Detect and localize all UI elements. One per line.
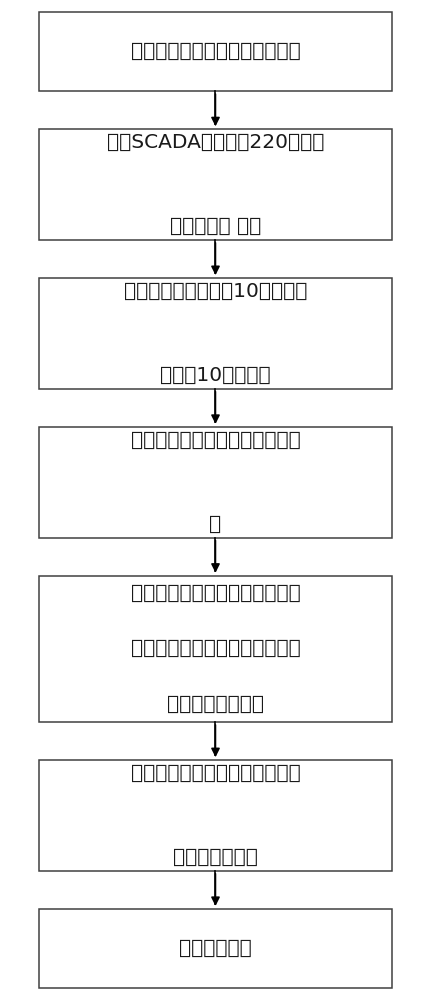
Text: 选择需要合环的两条10千伏线路: 选择需要合环的两条10千伏线路 <box>123 282 307 301</box>
Bar <box>39 909 391 988</box>
Bar <box>39 278 391 389</box>
Text: 合环回路的阻抗値: 合环回路的阻抗値 <box>166 695 264 714</box>
Text: 进行合环，获取合解环点两侧母: 进行合环，获取合解环点两侧母 <box>130 764 300 783</box>
Text: 化合环回路网络，获取量化后的: 化合环回路网络，获取量化后的 <box>130 639 300 658</box>
Text: 线的电压、 相角: 线的电压、 相角 <box>169 217 261 236</box>
Text: 获取SCADA系统中的220千伏母: 获取SCADA系统中的220千伏母 <box>107 133 323 152</box>
Bar <box>39 427 391 538</box>
Text: 获取合环电流: 获取合环电流 <box>179 939 251 958</box>
Bar <box>39 12 391 91</box>
Text: 检查并确认合环回路设备满足要: 检查并确认合环回路设备满足要 <box>130 431 300 450</box>
Text: 所属的10千伏母线: 所属的10千伏母线 <box>160 366 270 385</box>
Bar <box>39 760 391 871</box>
Text: 求: 求 <box>209 515 221 534</box>
Text: 线的电压和相角: 线的电压和相角 <box>173 848 257 867</box>
Bar <box>39 576 391 722</box>
Bar <box>39 129 391 240</box>
Text: 构建三级降压配电合环模式，量: 构建三级降压配电合环模式，量 <box>130 584 300 603</box>
Text: 检查主网状态及配电网设备参数: 检查主网状态及配电网设备参数 <box>130 42 300 61</box>
